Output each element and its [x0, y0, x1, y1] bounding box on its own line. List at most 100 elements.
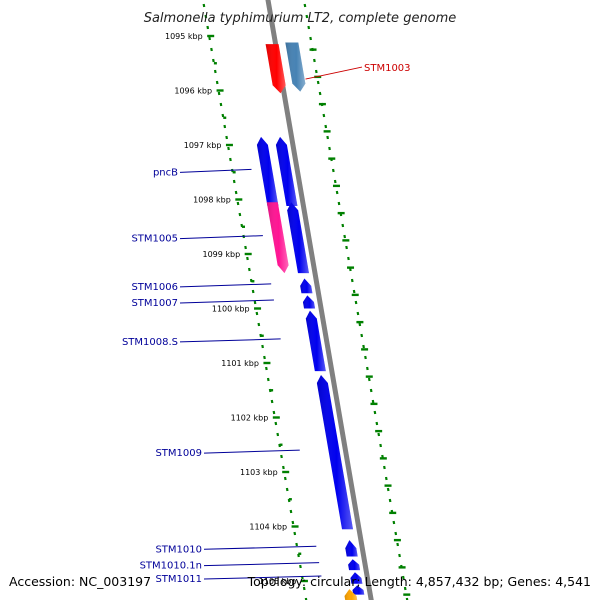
- topology-text: Topology: circular; Length: 4,857,432 bp…: [247, 574, 591, 589]
- gene-label[interactable]: STM1009: [155, 448, 202, 459]
- outer-ticks: [303, 3, 411, 600]
- gene-label[interactable]: pncB: [153, 167, 178, 178]
- gene-leader-line: [179, 235, 263, 240]
- outer-tick-dot: [326, 135, 329, 140]
- outer-tick-dot: [362, 344, 365, 349]
- outer-tick-dot: [358, 322, 362, 327]
- outer-tick-dot: [360, 333, 364, 338]
- scale-tick-dot: [255, 311, 259, 316]
- outer-tick-dot: [383, 465, 386, 470]
- scale-tick-dot: [244, 245, 247, 250]
- outer-tick-dot: [403, 586, 407, 591]
- scale-tick-dot: [261, 344, 264, 349]
- outer-tick-dot: [396, 542, 399, 547]
- scale-tick-dot: [302, 586, 306, 591]
- scale-tick-dot: [283, 476, 287, 481]
- scale-label: 1096 kbp: [174, 87, 212, 96]
- scale-tick-dot: [206, 25, 210, 30]
- outer-tick-dot: [366, 366, 369, 371]
- scale-tick-dot: [234, 190, 238, 195]
- gene-label[interactable]: STM1003: [364, 63, 411, 74]
- outer-tick-dot: [328, 146, 331, 151]
- scale-tick-dot: [210, 47, 213, 52]
- scale-tick-dot: [208, 36, 211, 41]
- outer-tick-dot: [307, 25, 311, 30]
- scale-tick-dot: [265, 366, 268, 371]
- scale-tick-dot: [285, 487, 289, 492]
- scale-tick-dot: [215, 80, 219, 85]
- outer-tick-dot: [373, 410, 377, 415]
- outer-tick-dot: [394, 531, 398, 536]
- gene-label[interactable]: STM1007: [131, 298, 178, 309]
- scale-tick-dot: [253, 300, 257, 305]
- scale-tick-dot: [263, 355, 266, 360]
- gene-leader-line: [179, 168, 252, 173]
- scale-tick-dot: [232, 179, 236, 184]
- scale-tick-dot: [213, 69, 217, 74]
- scale-label: 1103 kbp: [240, 468, 278, 477]
- gene-leader-line: [203, 545, 317, 550]
- scale-tick-dot: [204, 14, 208, 19]
- scale-tick-dot: [236, 201, 240, 206]
- scale-tick-dot: [238, 212, 242, 217]
- scale-tick-dot: [212, 58, 215, 63]
- outer-tick-dot: [347, 256, 350, 261]
- outer-tick-dot: [324, 124, 328, 129]
- scale-tick-dot: [251, 289, 255, 294]
- gene-label[interactable]: STM1005: [131, 234, 178, 245]
- outer-tick-dot: [303, 3, 307, 8]
- gene-label[interactable]: STM1010.1n: [140, 561, 202, 572]
- gene-label[interactable]: STM1010: [155, 544, 202, 555]
- outer-tick-dot: [337, 201, 341, 206]
- scale-tick-dot: [223, 124, 227, 129]
- gene-leader-line: [179, 283, 272, 288]
- outer-tick-dot: [318, 91, 322, 96]
- outer-tick-dot: [401, 575, 405, 580]
- scale-tick-dot: [270, 399, 274, 404]
- scale-tick-dot: [217, 91, 221, 96]
- scale-labels: 1095 kbp 1096 kbp 1097 kbp 1098 kbp 1099 kbp…: [165, 32, 296, 586]
- scale-label: 1100 kbp: [212, 305, 250, 314]
- outer-tick-dot: [398, 553, 401, 558]
- map-title: Salmonella typhimurium LT2, complete gen…: [144, 11, 457, 26]
- scale-tick-dot: [225, 135, 228, 140]
- outer-tick-dot: [356, 311, 360, 316]
- gene-label[interactable]: STM1006: [131, 282, 178, 293]
- scale-tick-dot: [246, 256, 249, 261]
- outer-tick-dot: [371, 399, 375, 404]
- gene-leader-line: [305, 66, 363, 80]
- outer-tick-dot: [316, 80, 320, 85]
- outer-tick-dot: [388, 498, 392, 503]
- outer-tick-dot: [392, 520, 396, 525]
- backbone-line: [265, 0, 374, 600]
- outer-tick-dot: [367, 377, 371, 382]
- scale-tick-dot: [257, 322, 261, 327]
- scale-label: 1098 kbp: [193, 196, 231, 205]
- outer-tick-dot: [386, 487, 390, 492]
- outer-tick-dot: [341, 223, 345, 228]
- outer-tick-dot: [345, 245, 348, 250]
- scale-tick-dot: [202, 3, 206, 8]
- scale-tick-dot: [221, 113, 225, 118]
- outer-tick-dot: [354, 300, 358, 305]
- gene-label[interactable]: STM1008.S: [122, 337, 178, 348]
- gene-label[interactable]: STM1011: [155, 574, 202, 585]
- scale-tick-dot: [295, 542, 298, 547]
- scale-label: 1101 kbp: [221, 359, 259, 368]
- scale-label: 1105 kbp: [259, 577, 297, 586]
- gene-leader-line: [179, 338, 281, 343]
- outer-tick-dot: [384, 476, 388, 481]
- outer-tick-dot: [305, 14, 309, 19]
- outer-tick-dot: [333, 179, 337, 184]
- scale-label: 1097 kbp: [184, 141, 222, 150]
- scale-label: 1099 kbp: [203, 250, 241, 259]
- outer-tick-dot: [335, 190, 339, 195]
- scale-tick-dot: [248, 267, 251, 272]
- outer-tick-dot: [379, 443, 382, 448]
- outer-tick-dot: [322, 113, 326, 118]
- outer-tick-dot: [331, 168, 335, 173]
- genome-backbone: [265, 0, 374, 600]
- scale-label: 1095 kbp: [165, 32, 203, 41]
